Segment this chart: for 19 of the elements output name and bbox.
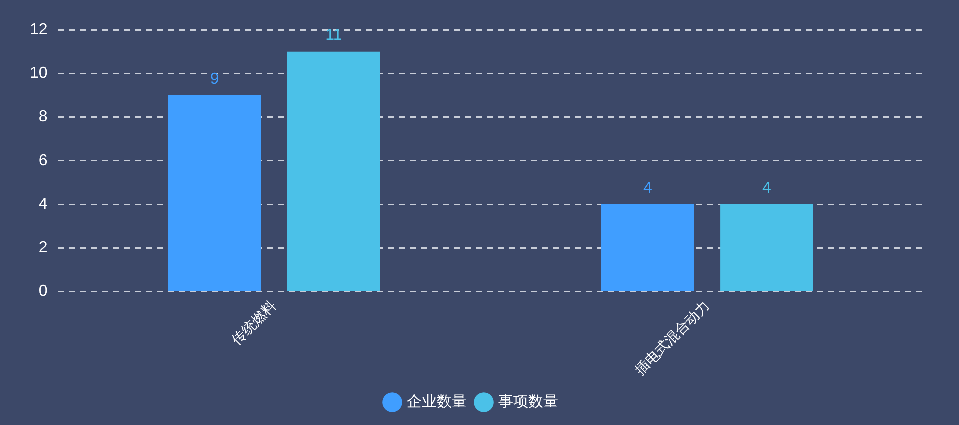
y-tick-label: 4 xyxy=(38,196,48,213)
y-tick-label: 10 xyxy=(30,65,48,82)
bar xyxy=(287,52,380,292)
y-tick-label: 2 xyxy=(38,240,48,257)
y-tick-label: 0 xyxy=(38,283,48,300)
data-label: 11 xyxy=(326,27,342,44)
data-label: 9 xyxy=(210,70,220,88)
bar xyxy=(720,204,814,292)
bar xyxy=(168,95,262,292)
x-tick-label: 传统燃料 xyxy=(228,297,280,348)
legend-label: 事项数量 xyxy=(498,394,558,411)
data-label: 4 xyxy=(643,180,652,197)
y-tick-label: 12 xyxy=(30,21,48,38)
x-tick-label: 插电式混合动力 xyxy=(632,297,712,378)
data-label: 4 xyxy=(762,180,772,197)
y-tick-label: 6 xyxy=(38,152,48,170)
legend-label: 企业数量 xyxy=(407,394,467,411)
bar xyxy=(601,204,694,292)
y-tick-label: 8 xyxy=(38,108,48,126)
